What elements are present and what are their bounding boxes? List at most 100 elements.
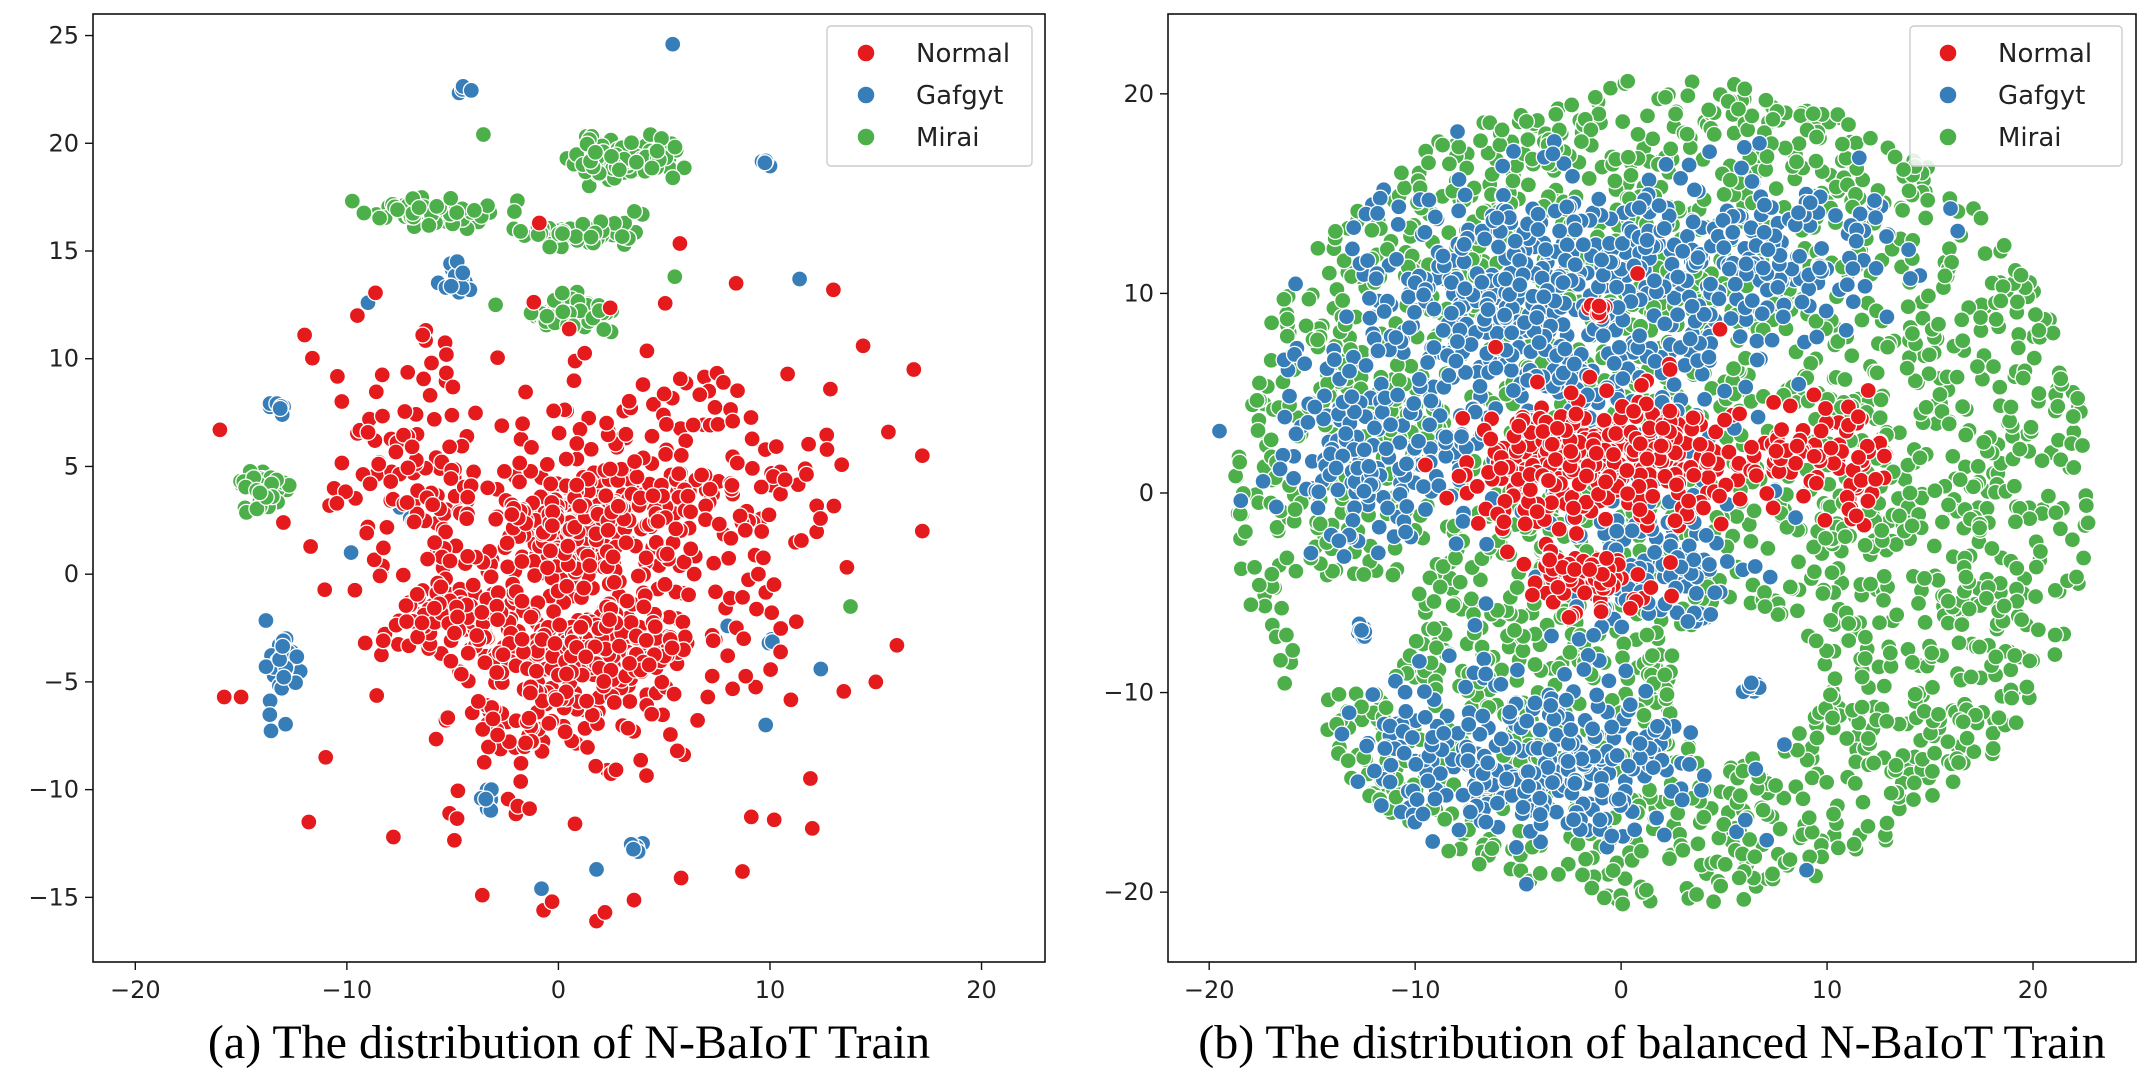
- point-gafgyt-b: [1410, 370, 1428, 388]
- point-normal-a: [328, 367, 347, 386]
- point-gafgyt-b: [1547, 803, 1566, 821]
- point-gafgyt-b: [1793, 293, 1811, 311]
- point-normal-a: [382, 472, 400, 491]
- point-gafgyt-b: [1750, 134, 1769, 152]
- point-mirai-b: [1953, 397, 1972, 416]
- point-normal-a: [771, 643, 790, 661]
- point-gafgyt-b: [1501, 703, 1519, 721]
- point-mirai-b: [2027, 558, 2045, 576]
- point-mirai-b: [2046, 626, 2064, 644]
- point-gafgyt-b: [1395, 744, 1413, 762]
- point-normal-a: [484, 710, 502, 728]
- point-mirai-b: [1759, 539, 1777, 558]
- point-gafgyt-b: [1566, 221, 1584, 239]
- point-mirai-b: [1390, 371, 1408, 389]
- point-mirai-b: [1804, 105, 1822, 123]
- point-mirai-b: [1926, 482, 1944, 500]
- point-normal-a: [425, 533, 444, 552]
- point-normal-a: [482, 568, 500, 586]
- point-mirai-b: [1431, 578, 1449, 596]
- point-normal-a: [476, 654, 494, 672]
- point-mirai-b: [1629, 125, 1647, 143]
- point-normal-a: [638, 342, 656, 360]
- point-mirai-b: [2008, 293, 2027, 311]
- point-normal-a: [418, 550, 437, 568]
- point-normal-a: [691, 386, 709, 404]
- point-mirai-b: [1875, 677, 1893, 695]
- point-normal-a: [692, 466, 711, 484]
- point-mirai-b: [1662, 140, 1680, 158]
- caption-a: (a) The distribution of N-BaIoT Train: [208, 1016, 930, 1069]
- point-gafgyt-b: [1614, 369, 1632, 388]
- x-tick-label-a-0: −20: [110, 976, 161, 1004]
- point-gafgyt-b: [1736, 811, 1754, 829]
- point-mirai-b: [1278, 549, 1296, 567]
- point-normal-a: [333, 454, 351, 472]
- point-gafgyt-b: [1557, 691, 1575, 709]
- point-mirai-b: [2022, 418, 2040, 436]
- point-mirai-b: [1547, 105, 1565, 123]
- point-normal-a: [387, 443, 405, 461]
- point-mirai-b: [1687, 885, 1706, 904]
- x-tick-label-a-2: 0: [551, 976, 566, 1004]
- point-normal-a: [657, 415, 676, 434]
- point-normal-a: [646, 618, 664, 636]
- point-mirai-a: [486, 296, 505, 314]
- point-mirai-b: [1939, 592, 1957, 610]
- point-mirai-b: [2079, 514, 2097, 532]
- point-gafgyt-b: [1518, 712, 1536, 730]
- point-gafgyt-b: [1529, 205, 1547, 223]
- point-normal-a: [512, 754, 530, 772]
- point-normal-a: [655, 385, 673, 403]
- point-gafgyt-b: [1528, 308, 1546, 327]
- point-gafgyt-b: [1680, 755, 1699, 774]
- point-mirai-b: [1903, 653, 1922, 672]
- point-mirai-b: [1689, 835, 1707, 853]
- point-gafgyt-b: [1492, 730, 1510, 748]
- point-mirai-b: [1735, 890, 1753, 909]
- point-normal-a: [565, 372, 583, 390]
- point-mirai-b: [1517, 112, 1536, 131]
- point-mirai-b: [1679, 87, 1697, 105]
- point-normal-a: [566, 815, 584, 833]
- point-normal-a: [610, 637, 628, 655]
- y-tick-label-a-2: −5: [44, 668, 79, 696]
- legend-marker-mirai-a: [856, 127, 876, 147]
- point-gafgyt-b: [1475, 650, 1493, 668]
- point-mirai-b: [1392, 164, 1411, 182]
- point-gafgyt-b: [1808, 328, 1826, 346]
- point-mirai-b: [1856, 536, 1874, 554]
- point-normal-a: [301, 537, 320, 556]
- point-normal-a: [701, 480, 719, 498]
- point-mirai-b: [1695, 808, 1713, 826]
- point-normal-a: [672, 869, 690, 887]
- point-gafgyt-b: [1682, 723, 1700, 742]
- point-mirai-b: [1425, 620, 1443, 638]
- point-mirai-a: [622, 134, 641, 152]
- point-normal-a: [421, 386, 439, 404]
- point-mirai-a: [448, 203, 466, 222]
- point-normal-a: [512, 772, 530, 791]
- point-normal-a: [521, 684, 539, 702]
- point-mirai-b: [1968, 357, 1987, 376]
- point-normal-a: [578, 738, 597, 757]
- point-normal-a: [557, 450, 575, 468]
- y-tick-label-a-4: 5: [64, 452, 79, 480]
- point-normal-a: [398, 493, 416, 512]
- point-gafgyt-b: [1562, 721, 1580, 739]
- point-normal-a: [661, 725, 680, 744]
- point-mirai-b: [1808, 729, 1826, 747]
- point-gafgyt-b: [1399, 288, 1418, 306]
- point-gafgyt-b: [1630, 327, 1649, 345]
- point-mirai-b: [1320, 264, 1338, 282]
- point-mirai-a: [666, 138, 684, 156]
- point-gafgyt-b: [1758, 831, 1776, 849]
- point-mirai-b: [1309, 239, 1327, 257]
- point-gafgyt-b: [1448, 122, 1467, 141]
- point-gafgyt-b: [1747, 760, 1765, 778]
- point-normal-a: [596, 903, 614, 922]
- point-mirai-b: [2047, 504, 2065, 522]
- point-normal-a: [835, 682, 853, 701]
- point-normal-a: [709, 415, 727, 433]
- point-gafgyt-b: [1749, 408, 1767, 426]
